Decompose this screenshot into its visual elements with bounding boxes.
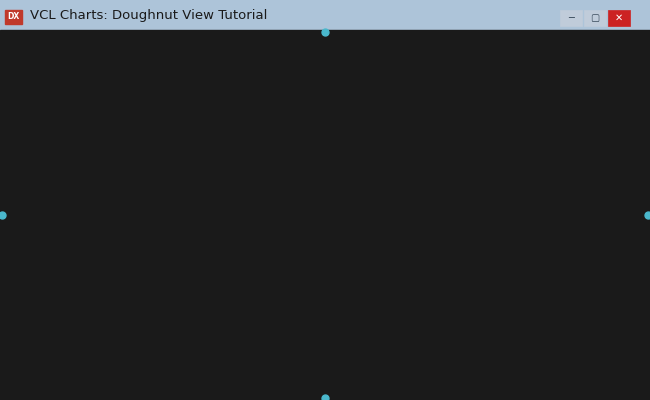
Bar (510, 37, 523, 66)
Wedge shape (540, 138, 558, 158)
Circle shape (188, 136, 319, 268)
Wedge shape (540, 344, 558, 364)
Wedge shape (312, 149, 371, 199)
Bar (0, 0, 650, 30)
Text: 8.51M km²: 8.51M km² (0, 101, 47, 111)
Wedge shape (540, 96, 558, 116)
Bar (510, 78, 523, 108)
Text: 17.08M km²: 17.08M km² (440, 115, 502, 125)
Text: ✓: ✓ (514, 128, 520, 137)
Wedge shape (176, 84, 254, 153)
Text: India: India (573, 210, 600, 220)
Text: ✓: ✓ (514, 169, 520, 178)
Text: Russia: Russia (573, 292, 608, 302)
Text: Brazil: Brazil (573, 86, 604, 96)
Text: 7.69M km²: 7.69M km² (0, 68, 47, 78)
Wedge shape (540, 55, 558, 75)
Text: China: China (573, 169, 604, 179)
Bar (510, 202, 523, 231)
Text: 9.98M km²: 9.98M km² (0, 136, 47, 146)
Bar (510, 243, 523, 273)
Bar (510, 119, 523, 149)
Bar (510, 326, 523, 355)
Text: USA: USA (573, 334, 596, 344)
Bar (510, 161, 523, 190)
Text: Canada: Canada (573, 128, 616, 138)
Wedge shape (280, 94, 335, 155)
Text: VCL Charts: Doughnut View Tutorial: VCL Charts: Doughnut View Tutorial (30, 10, 267, 22)
Bar (510, 284, 523, 314)
Wedge shape (254, 84, 300, 142)
Wedge shape (540, 302, 558, 323)
Wedge shape (540, 261, 558, 282)
Text: DX: DX (7, 12, 20, 21)
Text: ✓: ✓ (514, 334, 520, 343)
Text: ✓: ✓ (514, 46, 520, 54)
Text: ✓: ✓ (514, 87, 520, 96)
Text: 3.29M km²: 3.29M km² (0, 215, 47, 225)
Text: ✓: ✓ (514, 210, 520, 220)
Bar (584, 10, 606, 26)
Text: ✓: ✓ (514, 293, 520, 302)
Bar (5, 10, 22, 24)
Text: ✕: ✕ (615, 13, 623, 23)
Wedge shape (540, 220, 558, 240)
Text: 9.63M km²: 9.63M km² (440, 70, 496, 80)
Wedge shape (315, 197, 371, 244)
Wedge shape (540, 179, 558, 199)
Wedge shape (311, 226, 363, 260)
Text: Others: Others (573, 251, 610, 261)
Text: ▢: ▢ (590, 13, 599, 23)
Text: 9.60M km²: 9.60M km² (0, 176, 47, 186)
Bar (560, 10, 582, 26)
Text: ─: ─ (568, 13, 574, 23)
Bar (608, 10, 630, 26)
Text: 81.20M km²: 81.20M km² (323, 371, 385, 381)
Text: Australia: Australia (573, 45, 622, 55)
Text: ✓: ✓ (514, 252, 520, 261)
Wedge shape (136, 114, 356, 320)
Wedge shape (300, 118, 358, 172)
Text: Total:
146.974655: Total: 146.974655 (203, 184, 304, 229)
